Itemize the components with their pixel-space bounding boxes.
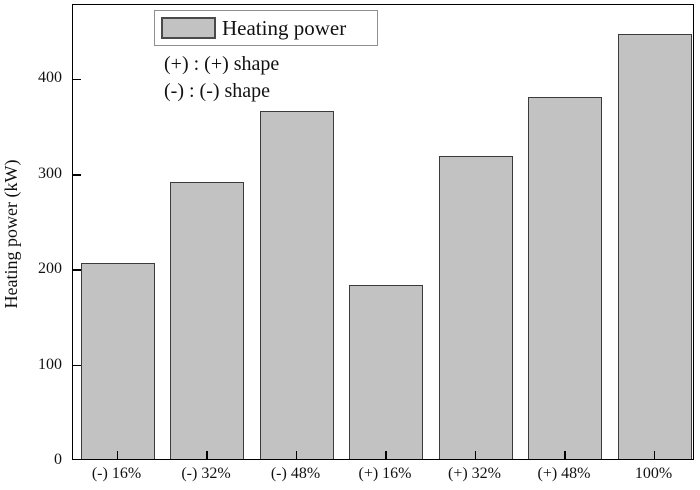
bar [528,96,602,459]
annotation-minus-shape: (-) : (-) shape [164,80,271,102]
bar [259,110,334,459]
x-tick-label: (-) 32% [181,465,231,482]
plot-area: Heating power (+) : (+) shape (-) : (-) … [72,4,694,460]
legend-label: Heating power [222,15,347,40]
y-tick-label: 100 [38,355,62,373]
annotation-plus-shape: (+) : (+) shape [164,53,280,75]
y-tick-label: 0 [54,451,62,468]
x-tick [116,451,119,459]
bar [617,34,692,459]
x-tick-label: (-) 48% [270,465,321,482]
bar [170,182,244,459]
x-tick [474,451,477,459]
x-tick [564,451,566,459]
bar [349,285,423,459]
y-tick-label: 200 [38,260,62,278]
shape-annotations: (+) : (+) shape (-) : (-) shape [164,51,279,105]
x-tick [206,451,208,459]
x-tick-label: (+) 16% [358,465,412,482]
x-tick [653,451,656,459]
x-tick-label: (+) 32% [447,465,501,482]
y-tick-label: 300 [38,164,62,182]
bar [80,263,155,459]
legend-swatch [161,17,216,39]
y-tick [73,269,81,271]
y-tick [73,364,81,367]
y-tick [73,174,81,176]
y-tick-label: 400 [38,69,62,87]
x-tick-label: (+) 48% [537,465,591,482]
x-tick [385,451,387,459]
y-tick [73,78,81,81]
bar [438,155,513,459]
x-tick [295,451,298,459]
legend: Heating power [154,10,378,46]
x-tick-label: 100% [634,465,673,482]
x-tick-label: (-) 16% [91,465,142,482]
